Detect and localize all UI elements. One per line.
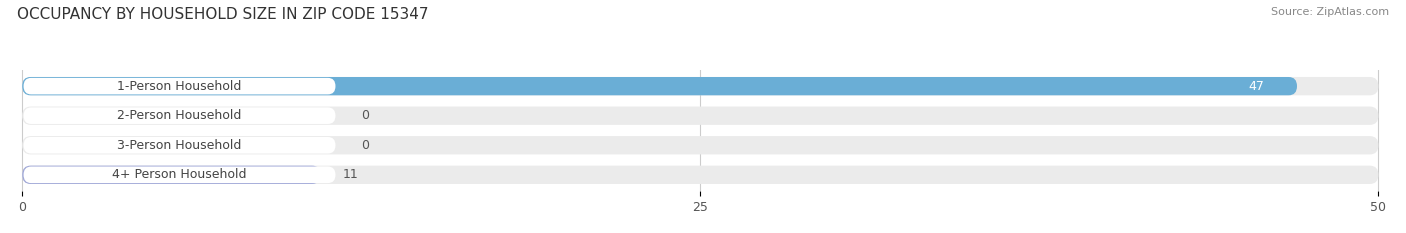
FancyBboxPatch shape bbox=[24, 78, 336, 94]
FancyBboxPatch shape bbox=[22, 166, 321, 184]
Text: 0: 0 bbox=[361, 109, 370, 122]
Text: 2-Person Household: 2-Person Household bbox=[117, 109, 242, 122]
FancyBboxPatch shape bbox=[22, 77, 1296, 95]
Text: 11: 11 bbox=[342, 168, 359, 181]
FancyBboxPatch shape bbox=[24, 167, 336, 183]
FancyBboxPatch shape bbox=[22, 166, 1378, 184]
Text: OCCUPANCY BY HOUSEHOLD SIZE IN ZIP CODE 15347: OCCUPANCY BY HOUSEHOLD SIZE IN ZIP CODE … bbox=[17, 7, 429, 22]
Text: 47: 47 bbox=[1249, 80, 1264, 93]
Text: 0: 0 bbox=[361, 139, 370, 152]
Text: 4+ Person Household: 4+ Person Household bbox=[112, 168, 247, 181]
FancyBboxPatch shape bbox=[22, 136, 1378, 154]
FancyBboxPatch shape bbox=[22, 106, 1378, 125]
FancyBboxPatch shape bbox=[24, 137, 336, 154]
FancyBboxPatch shape bbox=[22, 77, 1378, 95]
Text: Source: ZipAtlas.com: Source: ZipAtlas.com bbox=[1271, 7, 1389, 17]
FancyBboxPatch shape bbox=[24, 107, 336, 124]
Text: 1-Person Household: 1-Person Household bbox=[117, 80, 242, 93]
Text: 3-Person Household: 3-Person Household bbox=[117, 139, 242, 152]
